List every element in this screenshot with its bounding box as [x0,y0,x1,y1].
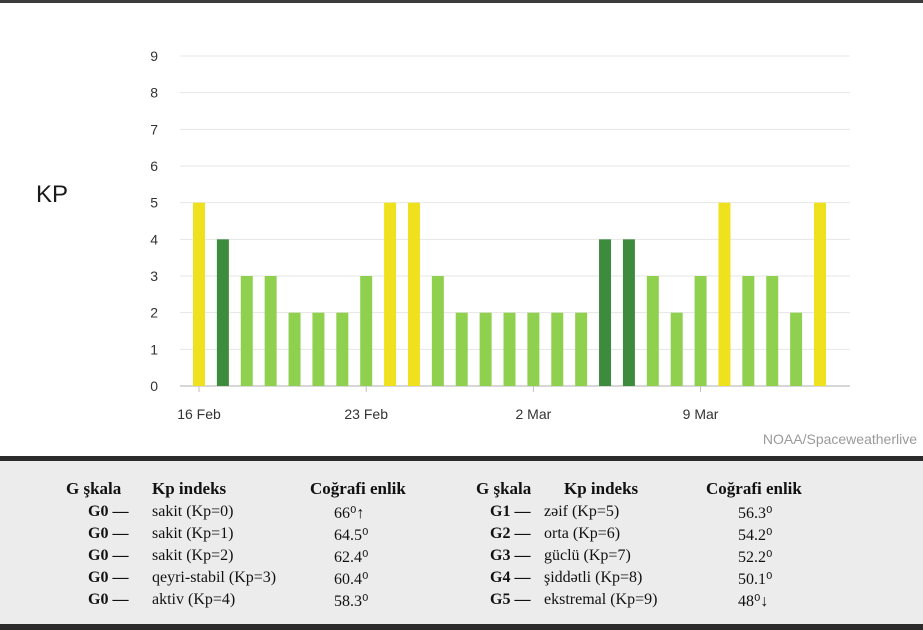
section-divider [0,456,923,461]
kp-description: güclü (Kp=7) [544,547,631,564]
kp-description: orta (Kp=6) [544,525,621,542]
y-tick-label: 1 [150,341,158,357]
kp-bar [479,312,492,386]
kp-bar [575,312,588,386]
y-axis-label: KP [36,181,69,208]
g-scale-legend: G şkala Kp indeks Coğrafi enlik G0 — sak… [0,461,923,630]
kp-bar-chart: 0 1 2 3 4 5 6 7 8 9 16 Feb 23 Feb 2 Mar 9 Mar [150,48,850,422]
y-tick-label: 8 [150,85,158,101]
kp-bar [455,312,468,386]
y-tick-label: 0 [150,378,158,394]
y-tick-label: 9 [150,48,158,64]
kp-bar [431,276,444,386]
latitude-value: 54.2⁰ [738,527,773,544]
y-tick-label: 5 [150,195,158,211]
kp-description: sakit (Kp=1) [152,525,234,542]
x-tick-label: 23 Feb [344,406,388,422]
source-credit: NOAA/Spaceweatherlive [762,431,917,447]
kp-bar [599,239,612,386]
kp-bar [790,312,803,386]
y-tick-label: 6 [150,158,158,174]
kp-bar [407,202,420,386]
kp-bar [240,276,253,386]
kp-description: sakit (Kp=0) [152,503,234,520]
kp-description: zəif (Kp=5) [544,503,620,520]
x-tick-label: 9 Mar [683,406,719,422]
latitude-value: 58.3⁰ [334,593,369,610]
kp-bar [551,312,564,386]
latitude-value: 64.5⁰ [334,527,369,544]
kp-bar [360,276,373,386]
kp-description: şiddətli (Kp=8) [544,569,643,586]
kp-bar [503,312,516,386]
kp-bar [264,276,277,386]
kp-bar [766,276,779,386]
g-level: G0 — [88,503,129,520]
header-kp-index: Kp indeks [564,479,639,498]
kp-bar [718,202,731,386]
g-level: G2 — [490,525,531,542]
x-tick-label: 16 Feb [177,406,221,422]
kp-bar [814,202,826,386]
kp-bar [527,312,540,386]
y-tick-label: 2 [150,305,158,321]
g-level: G0 — [88,591,129,608]
latitude-value: 62.4⁰ [334,549,369,566]
latitude-value: 52.2⁰ [738,549,773,566]
g-level: G5 — [490,591,531,608]
latitude-value: 66⁰↑ [334,505,365,522]
y-tick-label: 4 [150,231,158,247]
kp-bar [216,239,229,386]
latitude-value: 48⁰↓ [738,593,769,610]
kp-bar [193,202,205,386]
g-level: G4 — [490,569,531,586]
kp-bar [646,276,659,386]
kp-chart: 0 1 2 3 4 5 6 7 8 9 16 Feb 23 Feb 2 Mar 9 Mar KP NOAA… [0,0,923,447]
header-geo-latitude: Coğrafi enlik [706,479,802,498]
kp-bar [622,239,635,386]
kp-bar [336,312,349,386]
kp-bar [670,312,683,386]
kp-bar [312,312,325,386]
x-tick-label: 2 Mar [515,406,551,422]
header-g-scale: G şkala [476,479,532,498]
header-geo-latitude: Coğrafi enlik [310,479,406,498]
g-level: G0 — [88,547,129,564]
kp-bar [384,202,397,386]
kp-bar [694,276,707,386]
kp-description: qeyri-stabil (Kp=3) [152,569,277,586]
latitude-value: 50.1⁰ [738,571,773,588]
y-tick-label: 7 [150,121,158,137]
kp-description: ekstremal (Kp=9) [544,591,658,608]
kp-description: aktiv (Kp=4) [152,591,236,608]
header-kp-index: Kp indeks [152,479,227,498]
g-level: G0 — [88,525,129,542]
latitude-value: 56.3⁰ [738,505,773,522]
kp-description: sakit (Kp=2) [152,547,234,564]
g-level: G1 — [490,503,531,520]
header-g-scale: G şkala [66,479,122,498]
g-level: G3 — [490,547,531,564]
kp-bar [742,276,755,386]
latitude-value: 60.4⁰ [334,571,369,588]
g-level: G0 — [88,569,129,586]
kp-bar [288,312,301,386]
y-tick-label: 3 [150,268,158,284]
